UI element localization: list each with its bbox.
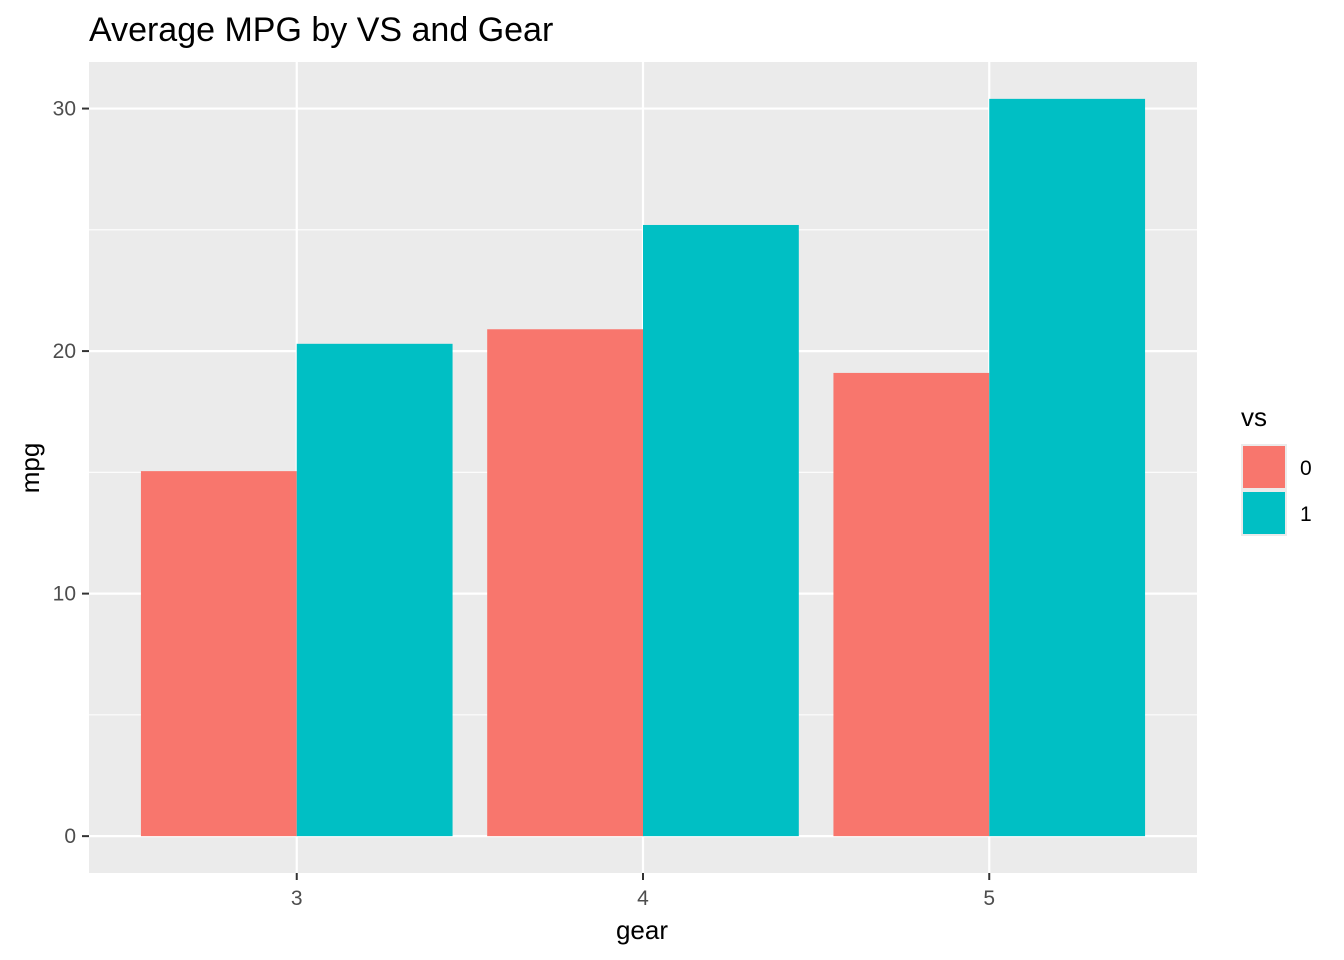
bar-vs0-gear3 bbox=[140, 471, 297, 837]
chart-title: Average MPG by VS and Gear bbox=[89, 11, 553, 49]
legend: vs 0 1 bbox=[1241, 402, 1312, 536]
y-tick-label: 10 bbox=[53, 583, 76, 606]
bar-vs0-gear4 bbox=[487, 329, 643, 837]
y-axis: 0 10 20 30 bbox=[53, 98, 89, 848]
bars bbox=[140, 98, 1146, 837]
x-axis-title: gear bbox=[616, 915, 668, 945]
legend-swatch-1 bbox=[1243, 492, 1285, 534]
legend-swatch-0 bbox=[1243, 446, 1285, 488]
bar-vs1-gear4 bbox=[643, 224, 799, 837]
y-tick-label: 20 bbox=[53, 340, 76, 363]
y-axis-title: mpg bbox=[15, 443, 45, 494]
y-tick-label: 30 bbox=[53, 98, 76, 121]
x-tick-label: 5 bbox=[983, 887, 995, 910]
y-tick-label: 0 bbox=[64, 825, 76, 848]
legend-label-1: 1 bbox=[1300, 503, 1312, 526]
bar-vs1-gear3 bbox=[296, 343, 453, 837]
x-axis: 3 4 5 bbox=[291, 873, 995, 910]
legend-title: vs bbox=[1241, 402, 1267, 432]
legend-label-0: 0 bbox=[1300, 457, 1312, 480]
bar-vs1-gear5 bbox=[989, 98, 1146, 837]
x-tick-label: 3 bbox=[291, 887, 303, 910]
bar-vs0-gear5 bbox=[833, 372, 990, 837]
x-tick-label: 4 bbox=[637, 887, 649, 910]
